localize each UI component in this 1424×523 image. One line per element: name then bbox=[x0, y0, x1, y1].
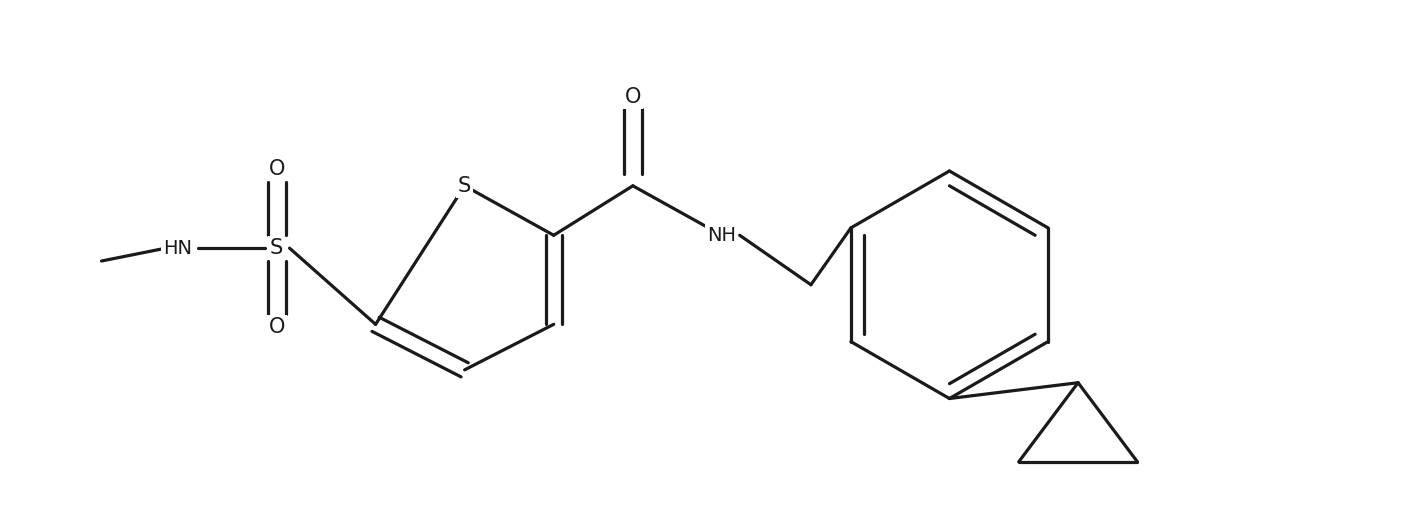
Text: S: S bbox=[459, 176, 471, 196]
Text: HN: HN bbox=[164, 238, 192, 258]
Text: O: O bbox=[269, 159, 285, 179]
Text: O: O bbox=[269, 317, 285, 337]
Text: NH: NH bbox=[708, 226, 736, 245]
Text: O: O bbox=[625, 87, 641, 107]
Text: S: S bbox=[271, 238, 283, 258]
